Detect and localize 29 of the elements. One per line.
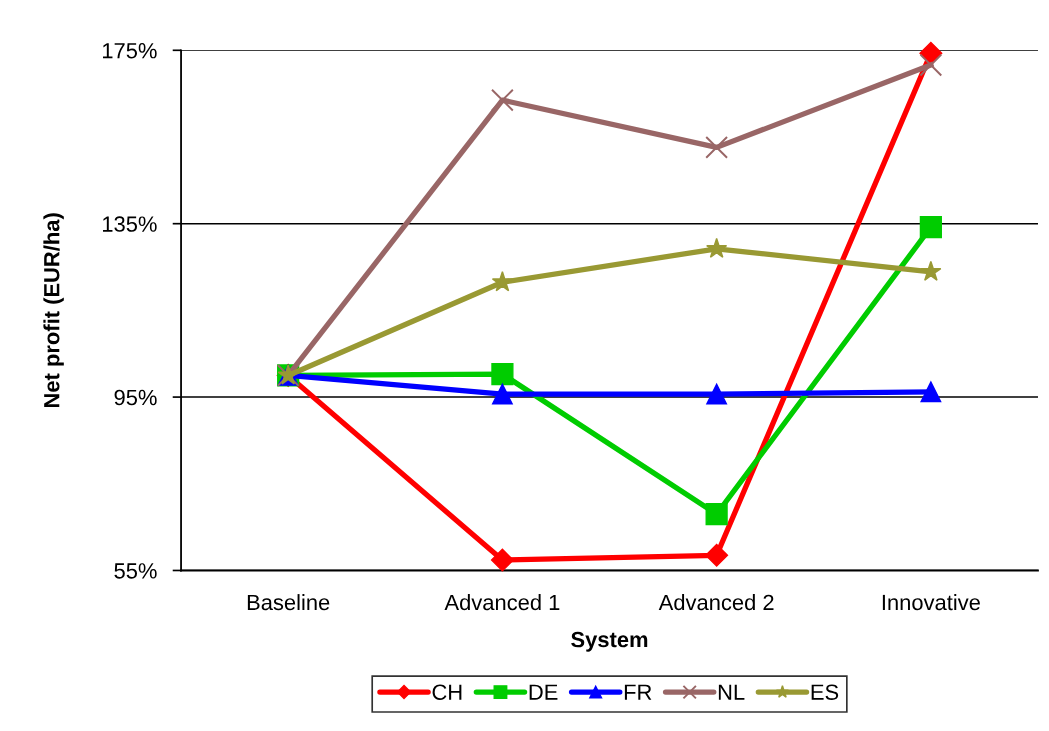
- legend-label: DE: [529, 684, 558, 700]
- point: [920, 381, 942, 403]
- point: [491, 88, 514, 112]
- legend-label: CH: [432, 684, 462, 700]
- point: [491, 271, 514, 292]
- y-tick-label: 55%: [114, 563, 157, 579]
- point: [919, 216, 942, 239]
- point: [491, 383, 513, 405]
- legend-label: FR: [624, 684, 652, 700]
- point: [705, 543, 729, 567]
- y-axis-title: Net profit (EUR/ha): [43, 213, 64, 408]
- point: [706, 237, 728, 258]
- point: [706, 383, 728, 405]
- x-tick-label: Baseline: [247, 594, 330, 611]
- point: [490, 548, 514, 572]
- point: [920, 260, 942, 281]
- point: [919, 53, 943, 77]
- point: [705, 136, 729, 159]
- y-tick-label: 175%: [103, 43, 157, 59]
- x-tick-label: Innovative: [882, 594, 980, 611]
- point: [491, 362, 514, 386]
- x-tick-label: Advanced 2: [658, 594, 774, 611]
- legend-label: NL: [718, 684, 745, 700]
- y-tick-label: 95%: [114, 389, 157, 406]
- legend-label: ES: [811, 684, 839, 700]
- x-axis-title: System: [571, 631, 648, 652]
- y-tick-label: 135%: [103, 216, 157, 232]
- x-tick-label: Advanced 1: [444, 594, 560, 611]
- point: [705, 503, 728, 526]
